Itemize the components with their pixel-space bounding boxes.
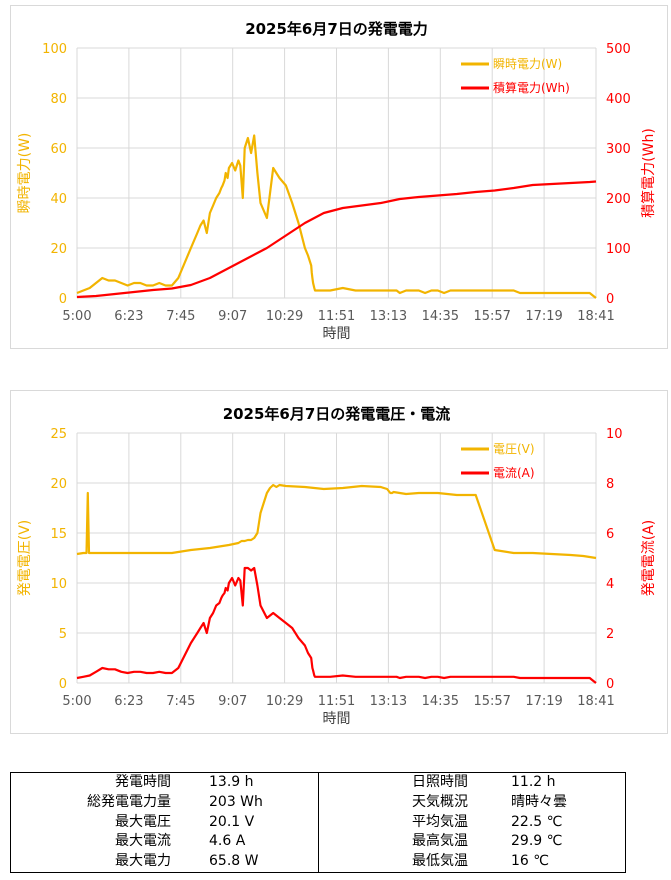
summary-label: 最大電圧 [115, 813, 171, 830]
chart-title: 2025年6月7日の発電電圧・電流 [223, 405, 451, 423]
y-right-tick-label: 8 [606, 477, 614, 492]
summary-row: 発電時間 13.9 h [11, 773, 318, 793]
x-tick-label: 10:29 [266, 309, 303, 324]
y-right-tick-label: 6 [606, 527, 614, 542]
y-right-tick-label: 100 [606, 242, 631, 257]
summary-label: 最高気温 [412, 833, 468, 850]
y-right-tick-label: 4 [606, 577, 614, 592]
x-tick-label: 13:13 [370, 309, 407, 324]
y-left-axis-title: 発電電圧(V) [17, 520, 33, 597]
y-left-tick-label: 0 [59, 292, 67, 307]
power-chart: 2025年6月7日の発電電力 5:00 6:23 7:45 9:07 10:29 11:51… [10, 5, 668, 349]
x-tick-label: 10:29 [266, 694, 303, 709]
y-left-tick-label: 100 [42, 42, 67, 57]
x-tick-label: 7:45 [166, 694, 195, 709]
summary-value: 203 Wh [209, 793, 263, 810]
x-tick-label: 17:19 [525, 694, 562, 709]
x-tick-label: 18:41 [577, 309, 614, 324]
summary-row: 天気概況 晴時々曇 [318, 793, 625, 813]
x-tick-label: 15:57 [473, 309, 510, 324]
y-left-tick-label: 20 [50, 477, 67, 492]
summary-row: 日照時間 11.2 h [318, 773, 625, 793]
summary-label: 最大電流 [115, 833, 171, 850]
voltage-current-chart-svg: 2025年6月7日の発電電圧・電流 5:00 6:23 7:45 9:07 10:29 11… [17, 405, 657, 727]
summary-row: 総発電電力量 203 Wh [11, 793, 318, 813]
legend-label: 電流(A) [493, 466, 535, 480]
x-tick-label: 18:41 [577, 694, 614, 709]
summary-label: 日照時間 [412, 774, 468, 790]
y-right-tick-label: 200 [606, 192, 631, 207]
y-right-tick-label: 300 [606, 142, 631, 157]
x-tick-label: 6:23 [114, 694, 143, 709]
summary-row: 最大電力 65.8 W [11, 852, 318, 872]
summary-left-column: 発電時間 13.9 h 総発電電力量 203 Wh 最大電圧 20.1 V 最大電流 4… [11, 773, 319, 872]
series-line [76, 483, 597, 560]
summary-value: 20.1 V [209, 813, 255, 830]
x-tick-label: 5:00 [62, 309, 91, 324]
x-tick-label: 5:00 [62, 694, 91, 709]
y-right-axis-title: 積算電力(Wh) [641, 128, 657, 218]
x-tick-label: 13:13 [370, 694, 407, 709]
summary-row: 平均気温 22.5 ℃ [318, 813, 625, 833]
y-left-tick-label: 20 [50, 242, 67, 257]
summary-label: 最大電力 [115, 853, 171, 870]
summary-value: 11.2 h [511, 774, 556, 790]
series-line [76, 180, 597, 299]
summary-right-column: 日照時間 11.2 h 天気概況 晴時々曇 平均気温 22.5 ℃ 最高気温 29.9 … [318, 773, 625, 872]
x-tick-label: 14:35 [422, 694, 459, 709]
y-left-tick-label: 15 [50, 527, 67, 542]
summary-value: 16 ℃ [511, 853, 549, 870]
legend-label: 電圧(V) [493, 442, 535, 456]
legend-label: 瞬時電力(W) [493, 57, 562, 71]
summary-label: 総発電電力量 [87, 793, 171, 810]
y-right-tick-label: 0 [606, 677, 614, 692]
summary-row: 最大電流 4.6 A [11, 832, 318, 852]
summary-value: 13.9 h [209, 774, 254, 790]
summary-label: 平均気温 [412, 813, 468, 830]
power-chart-svg: 2025年6月7日の発電電力 5:00 6:23 7:45 9:07 10:29 11:51… [17, 20, 657, 342]
y-right-tick-label: 500 [606, 42, 631, 57]
y-right-tick-label: 2 [606, 627, 614, 642]
y-right-tick-label: 10 [606, 427, 623, 442]
y-left-tick-label: 10 [50, 577, 67, 592]
y-right-tick-label: 400 [606, 92, 631, 107]
summary-value: 4.6 A [209, 833, 246, 850]
x-tick-label: 11:51 [318, 309, 355, 324]
y-left-tick-label: 40 [50, 192, 67, 207]
x-tick-label: 9:07 [218, 309, 247, 324]
summary-value: 22.5 ℃ [511, 813, 563, 830]
series-line [76, 134, 597, 299]
summary-row: 最大電圧 20.1 V [11, 813, 318, 833]
x-tick-label: 17:19 [525, 309, 562, 324]
summary-value: 晴時々曇 [511, 793, 567, 810]
y-left-axis-title: 瞬時電力(W) [17, 133, 33, 214]
x-tick-label: 11:51 [318, 694, 355, 709]
summary-label: 天気概況 [412, 793, 468, 810]
y-left-tick-label: 5 [59, 627, 67, 642]
y-left-tick-label: 25 [50, 427, 67, 442]
x-tick-label: 14:35 [422, 309, 459, 324]
summary-label: 発電時間 [115, 774, 171, 790]
x-tick-label: 6:23 [114, 309, 143, 324]
summary-value: 29.9 ℃ [511, 833, 563, 850]
legend-label: 積算電力(Wh) [493, 80, 570, 95]
series-line [76, 566, 597, 684]
y-right-tick-label: 0 [606, 292, 614, 307]
y-left-tick-label: 0 [59, 677, 67, 692]
summary-value: 65.8 W [209, 853, 259, 870]
summary-label: 最低気温 [412, 853, 468, 870]
x-tick-label: 7:45 [166, 309, 195, 324]
y-right-axis-title: 発電電流(A) [641, 520, 657, 597]
x-tick-label: 15:57 [473, 694, 510, 709]
voltage-current-chart: 2025年6月7日の発電電圧・電流 5:00 6:23 7:45 9:07 10:29 11… [10, 390, 668, 734]
chart-title: 2025年6月7日の発電電力 [245, 20, 428, 38]
summary-table: 発電時間 13.9 h 総発電電力量 203 Wh 最大電圧 20.1 V 最大電流 4… [10, 772, 626, 873]
y-left-tick-label: 60 [50, 142, 67, 157]
summary-row: 最高気温 29.9 ℃ [318, 832, 625, 852]
x-axis-title: 時間 [323, 326, 351, 342]
x-tick-label: 9:07 [218, 694, 247, 709]
summary-row: 最低気温 16 ℃ [318, 852, 625, 872]
y-left-tick-label: 80 [50, 92, 67, 107]
x-axis-title: 時間 [323, 711, 351, 727]
